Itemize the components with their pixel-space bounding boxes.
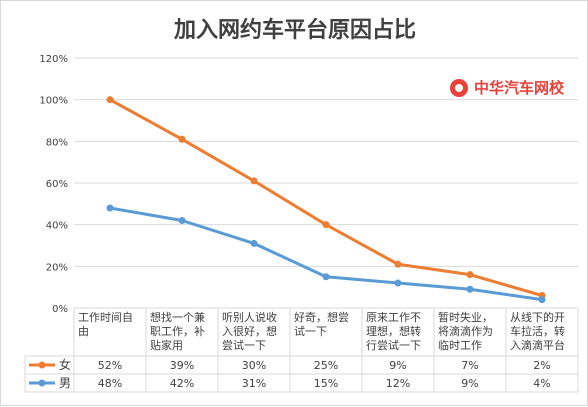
data-point	[394, 260, 402, 268]
legend-label: 女	[59, 357, 71, 372]
data-table-cell: 9%	[389, 359, 406, 372]
category-label: 原来工作不	[366, 311, 421, 324]
data-table-cell: 4%	[533, 377, 550, 390]
category-label: 工作时间自	[78, 311, 133, 324]
category-label: 想找一个兼	[150, 310, 205, 324]
data-table-cell: 15%	[314, 377, 338, 390]
data-table-cell: 2%	[533, 359, 550, 372]
category-label: 听别人说收	[222, 310, 277, 324]
data-table-cell: 52%	[98, 359, 122, 372]
category-label: 好奇，想尝	[294, 310, 349, 324]
y-tick-label: 20%	[46, 262, 68, 273]
y-tick-label: 0%	[52, 304, 68, 315]
legend-marker	[38, 361, 46, 369]
data-point	[178, 217, 186, 224]
data-table-cell: 48%	[98, 377, 122, 390]
category-label: 从线下的开	[510, 310, 565, 324]
watermark-logo-icon	[450, 78, 468, 97]
category-label: 由	[78, 324, 89, 338]
data-point	[466, 271, 474, 279]
data-point	[250, 239, 258, 247]
data-point	[106, 204, 114, 212]
data-point	[322, 221, 330, 229]
data-table-cell: 25%	[314, 359, 338, 372]
category-label: 将滴滴作为	[438, 324, 493, 338]
data-point	[394, 279, 402, 287]
watermark-text: 中华汽车网校	[474, 79, 565, 97]
data-table-cell: 39%	[170, 359, 194, 372]
data-point	[466, 285, 474, 293]
data-point	[322, 273, 330, 281]
category-label: 车拉活，转	[510, 324, 565, 338]
category-label: 入很好，想	[222, 324, 277, 338]
category-label: 职工作，补	[150, 325, 205, 338]
category-label: 暂时失业，	[438, 311, 493, 324]
data-table-cell: 12%	[386, 377, 410, 390]
category-label: 入滴滴平台	[510, 338, 565, 352]
category-label: 行尝试一下	[366, 339, 421, 352]
y-tick-label: 40%	[46, 221, 68, 232]
chart-title: 加入网约车平台原因占比	[173, 17, 416, 43]
data-table-cell: 9%	[461, 377, 478, 390]
data-table-cell: 30%	[242, 359, 266, 372]
y-tick-label: 80%	[46, 137, 68, 148]
category-label: 理想，想转	[366, 324, 421, 338]
category-label: 贴家用	[150, 338, 183, 352]
category-label: 尝试一下	[222, 339, 266, 352]
data-point	[106, 96, 114, 104]
data-point	[538, 296, 546, 304]
category-label: 试一下	[294, 325, 327, 338]
data-table-cell: 31%	[242, 377, 266, 390]
y-tick-label: 100%	[39, 96, 68, 107]
data-point	[178, 135, 186, 143]
watermark: 中华汽车网校	[450, 77, 564, 98]
category-label: 临时工作	[438, 338, 482, 352]
y-tick-label: 120%	[39, 54, 68, 65]
data-table-cell: 7%	[461, 359, 478, 372]
legend-label: 男	[59, 376, 71, 390]
legend-marker	[38, 379, 46, 387]
y-tick-label: 60%	[46, 179, 68, 190]
data-table-cell: 42%	[170, 377, 194, 390]
data-point	[250, 177, 258, 185]
